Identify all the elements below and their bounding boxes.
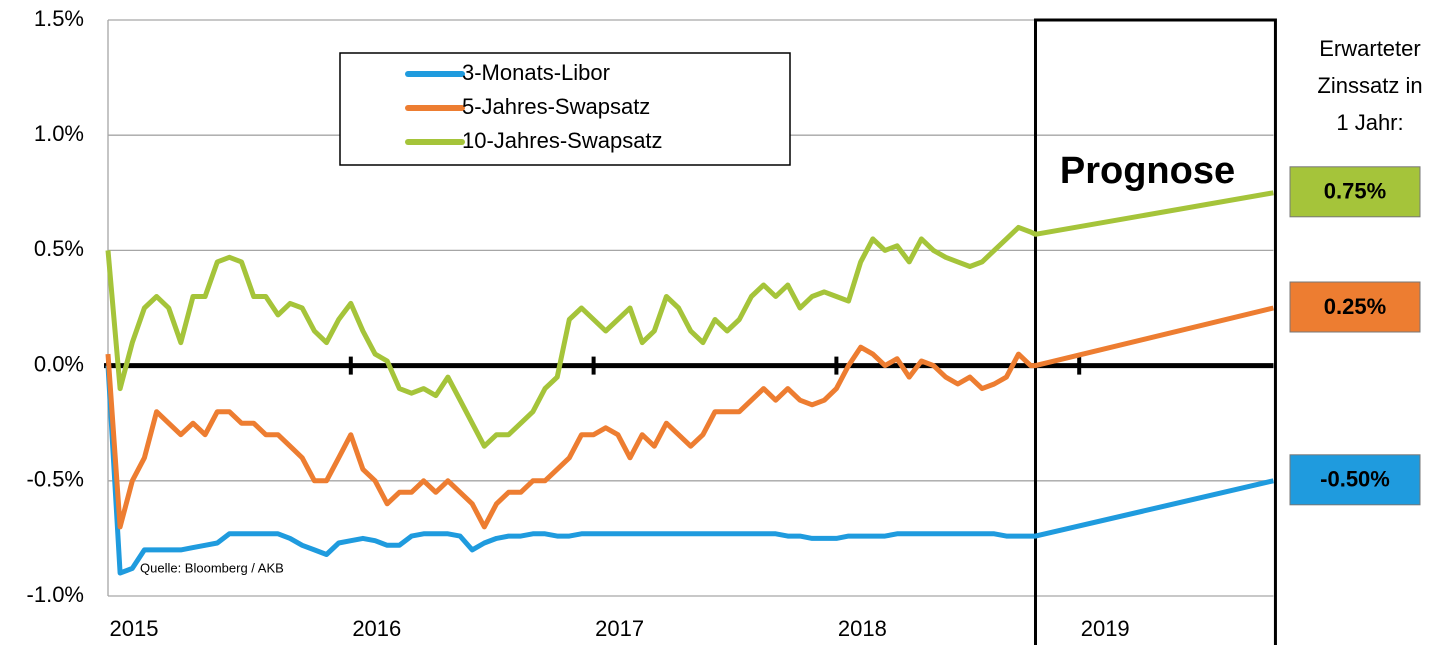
x-tick-label: 2019	[1081, 616, 1130, 641]
x-tick-label: 2015	[110, 616, 159, 641]
side-note: 1 Jahr:	[1336, 110, 1403, 135]
end-label-box	[1289, 454, 1421, 506]
x-tick-label: 2017	[595, 616, 644, 641]
forecast-box	[1033, 18, 1277, 645]
end-label-box	[1289, 281, 1421, 333]
side-note: Zinssatz in	[1317, 73, 1422, 98]
end-label: 0.25%	[1324, 294, 1386, 319]
x-tick-label: 2018	[838, 616, 887, 641]
series-line	[105, 305, 1274, 530]
y-tick-label: 0.5%	[34, 236, 84, 261]
end-label: -0.50%	[1320, 467, 1390, 492]
y-tick-label: 1.5%	[34, 6, 84, 31]
y-tick-label: -1.0%	[27, 582, 84, 607]
side-note: Erwarteter	[1319, 36, 1420, 61]
y-tick-label: 0.0%	[34, 351, 84, 376]
legend-label: 3-Monats-Libor	[462, 60, 610, 85]
x-tick-label: 2016	[352, 616, 401, 641]
series-line	[105, 190, 1274, 449]
legend-label: 10-Jahres-Swapsatz	[462, 128, 663, 153]
end-label: 0.75%	[1324, 179, 1386, 204]
y-tick-label: -0.5%	[27, 467, 84, 492]
series-line	[105, 365, 1274, 576]
y-tick-label: 1.0%	[34, 121, 84, 146]
end-label-box	[1289, 166, 1421, 218]
legend-label: 5-Jahres-Swapsatz	[462, 94, 650, 119]
source-note: Quelle: Bloomberg / AKB	[140, 560, 284, 575]
forecast-label: Prognose	[1060, 150, 1235, 192]
